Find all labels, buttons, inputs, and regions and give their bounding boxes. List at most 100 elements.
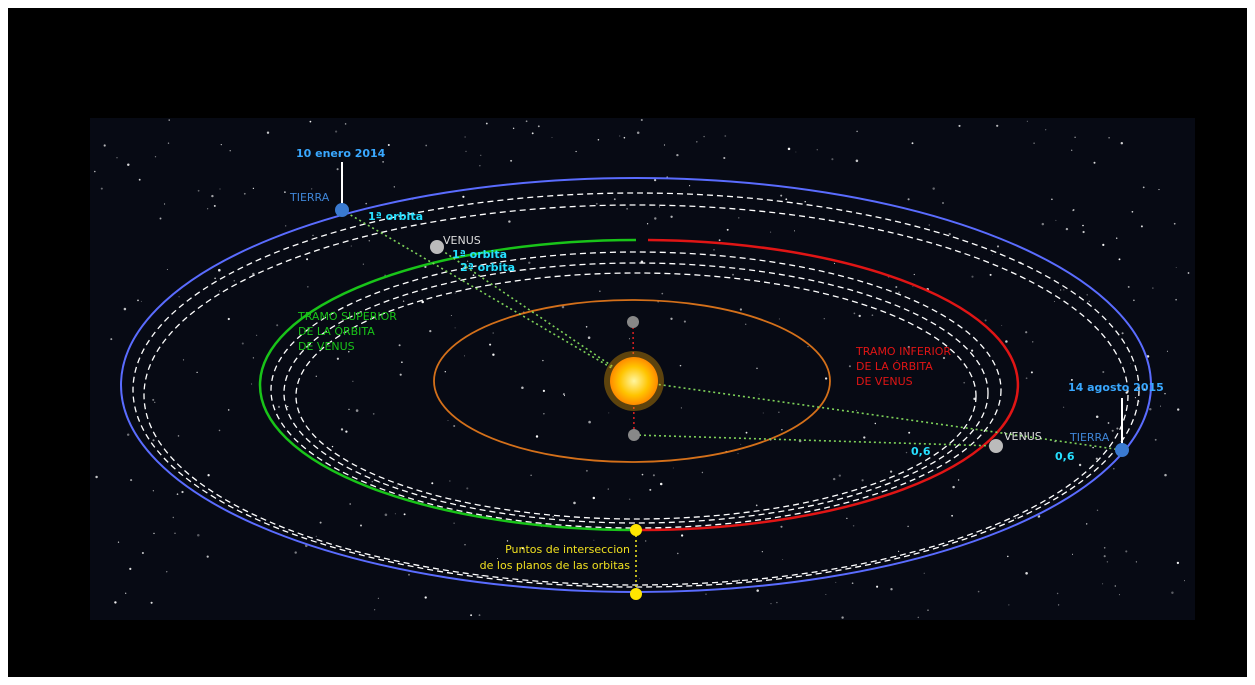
star [528, 262, 530, 264]
star [251, 384, 252, 385]
star [160, 218, 162, 220]
star [677, 553, 678, 554]
star [276, 324, 278, 326]
star [552, 137, 553, 138]
star [242, 342, 244, 344]
star [1164, 393, 1166, 395]
star [854, 313, 856, 315]
star [978, 591, 980, 593]
star [629, 499, 631, 501]
star [1115, 585, 1116, 586]
diagram: 10 enero 2014 TIERRA 1ª orbita VENUS 1ª … [0, 0, 1255, 685]
star [397, 486, 398, 487]
star [614, 198, 616, 200]
star [918, 617, 920, 619]
star [1141, 225, 1143, 227]
star [399, 344, 401, 346]
star [492, 332, 494, 334]
star [455, 293, 456, 294]
star [287, 406, 288, 407]
star [852, 582, 854, 584]
star [284, 191, 286, 193]
star [952, 486, 954, 488]
star [805, 201, 806, 202]
star [659, 206, 660, 207]
star [1171, 592, 1173, 594]
star [1007, 556, 1009, 558]
star [1073, 209, 1075, 211]
star [395, 513, 396, 514]
star [1102, 371, 1104, 373]
star [253, 357, 254, 358]
star [101, 188, 103, 190]
star [794, 230, 795, 231]
star [907, 526, 909, 528]
star [876, 586, 878, 588]
star [453, 425, 455, 427]
star [543, 413, 544, 414]
star [746, 432, 748, 434]
star [732, 274, 734, 276]
star [629, 338, 630, 339]
star [155, 156, 156, 157]
star [1125, 550, 1127, 552]
star [141, 301, 142, 302]
star [480, 155, 481, 156]
star [166, 571, 167, 572]
star [653, 474, 655, 476]
star [1108, 137, 1110, 139]
star [637, 131, 640, 134]
star [895, 286, 897, 288]
star [164, 203, 165, 204]
star [856, 160, 859, 163]
star [1119, 594, 1120, 595]
star [510, 160, 512, 162]
star [1086, 523, 1087, 524]
star [431, 482, 433, 484]
star [479, 165, 480, 166]
star [996, 125, 998, 127]
star [1063, 289, 1064, 290]
star [912, 286, 913, 287]
star [152, 439, 154, 441]
orbit-label: 2ª orbita [460, 261, 515, 274]
star [971, 276, 973, 278]
star [779, 318, 780, 319]
star [745, 324, 746, 325]
star [608, 412, 609, 413]
star [374, 609, 375, 610]
star [373, 413, 375, 415]
star [197, 534, 200, 537]
star [759, 394, 760, 395]
star [536, 435, 538, 437]
star [619, 135, 620, 136]
star [785, 198, 787, 200]
star [586, 326, 588, 328]
star [219, 430, 221, 432]
star [1133, 300, 1135, 302]
star [1122, 332, 1124, 334]
star [1008, 604, 1009, 605]
star [588, 336, 591, 339]
venus [430, 240, 444, 254]
star [253, 188, 254, 189]
star [596, 203, 598, 205]
star [479, 614, 481, 616]
star [1038, 515, 1040, 517]
star [890, 470, 892, 472]
star [400, 374, 402, 376]
star [645, 540, 646, 541]
star [1167, 351, 1168, 352]
star [670, 318, 672, 320]
venus-label: VENUS [1004, 430, 1042, 443]
star [285, 225, 286, 226]
star [719, 239, 721, 241]
star [256, 335, 257, 336]
star [316, 536, 317, 537]
star [724, 135, 726, 137]
star [124, 308, 127, 311]
star [464, 136, 465, 137]
star [1074, 137, 1075, 138]
star [1060, 289, 1061, 290]
star [1102, 244, 1104, 246]
